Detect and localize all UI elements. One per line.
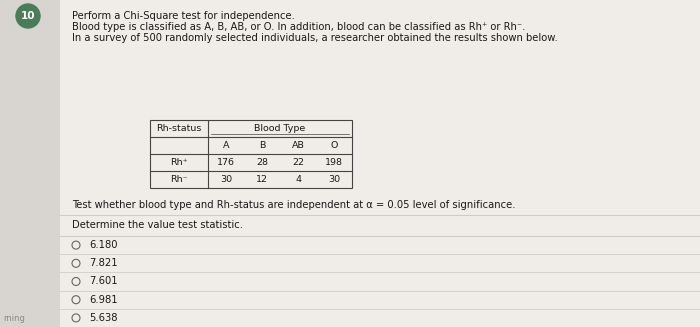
Text: Perform a Chi-Square test for independence.: Perform a Chi-Square test for independen… <box>72 11 295 21</box>
Circle shape <box>16 4 40 28</box>
Text: Rh⁻: Rh⁻ <box>170 175 188 184</box>
Text: Rh⁺: Rh⁺ <box>170 158 188 167</box>
Text: B: B <box>259 141 265 150</box>
Text: Rh-status: Rh-status <box>156 124 202 133</box>
Text: O: O <box>330 141 337 150</box>
Text: In a survey of 500 randomly selected individuals, a researcher obtained the resu: In a survey of 500 randomly selected ind… <box>72 33 558 43</box>
Text: 28: 28 <box>256 158 268 167</box>
Text: Test whether blood type and Rh-status are independent at α = 0.05 level of signi: Test whether blood type and Rh-status ar… <box>72 200 515 210</box>
Text: AB: AB <box>292 141 304 150</box>
Text: 4: 4 <box>295 175 301 184</box>
Text: 30: 30 <box>220 175 232 184</box>
Text: Blood Type: Blood Type <box>254 124 306 133</box>
Bar <box>0 0 60 327</box>
Text: 30: 30 <box>328 175 340 184</box>
Text: Blood type is classified as A, B, AB, or O. In addition, blood can be classified: Blood type is classified as A, B, AB, or… <box>72 22 526 32</box>
Text: 198: 198 <box>325 158 343 167</box>
Text: 10: 10 <box>21 11 35 21</box>
Text: Determine the value test statistic.: Determine the value test statistic. <box>72 220 243 230</box>
Bar <box>150 120 352 188</box>
Text: 5.638: 5.638 <box>89 313 118 323</box>
Text: 22: 22 <box>292 158 304 167</box>
Text: rning: rning <box>3 314 25 323</box>
Text: 176: 176 <box>217 158 235 167</box>
Text: 6.981: 6.981 <box>89 295 118 305</box>
Text: 6.180: 6.180 <box>89 240 118 250</box>
Text: A: A <box>223 141 230 150</box>
Text: 7.821: 7.821 <box>89 258 118 268</box>
Text: 7.601: 7.601 <box>89 277 118 286</box>
Text: 12: 12 <box>256 175 268 184</box>
